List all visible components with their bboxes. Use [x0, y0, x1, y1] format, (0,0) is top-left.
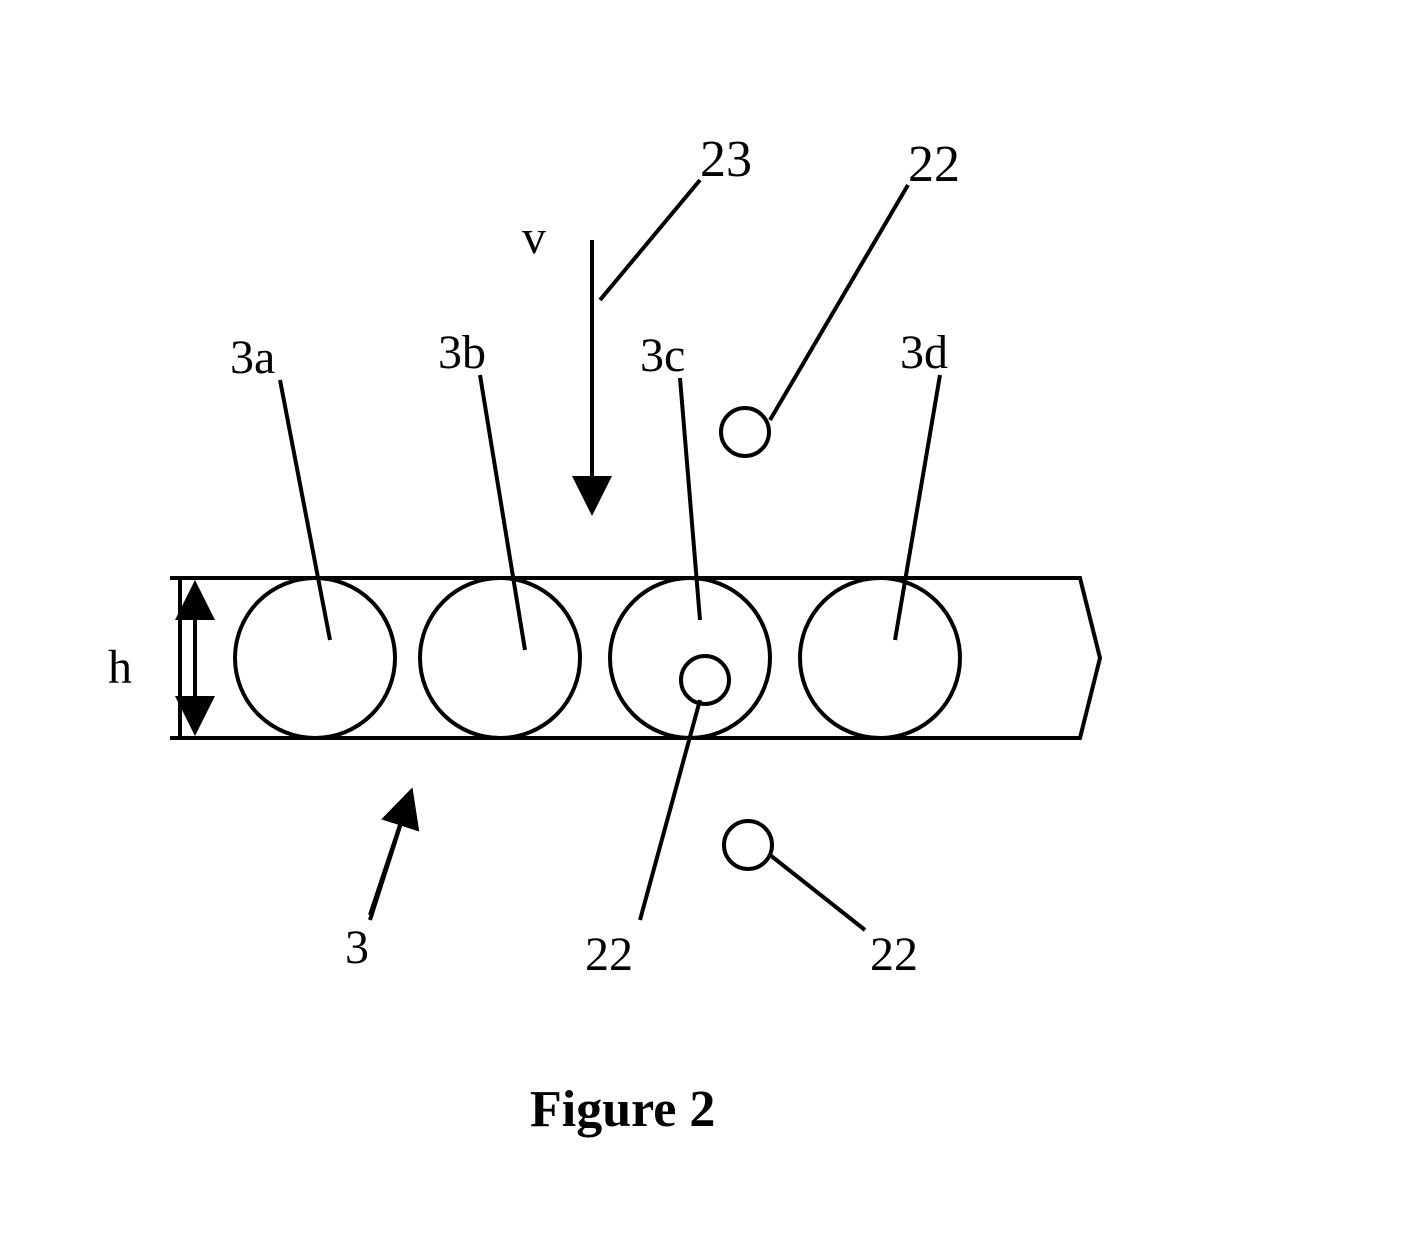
label-v: v — [522, 210, 546, 265]
figure-caption: Figure 2 — [530, 1080, 715, 1139]
label-3: 3 — [345, 920, 369, 975]
label-22-top: 22 — [908, 135, 960, 194]
label-22-mid: 22 — [585, 927, 633, 982]
label-h: h — [108, 640, 132, 695]
label-3a: 3a — [230, 330, 275, 385]
label-23: 23 — [700, 130, 752, 189]
label-22-right: 22 — [870, 927, 918, 982]
label-3d: 3d — [900, 325, 948, 380]
label-3c: 3c — [640, 328, 685, 383]
label-3b: 3b — [438, 325, 486, 380]
